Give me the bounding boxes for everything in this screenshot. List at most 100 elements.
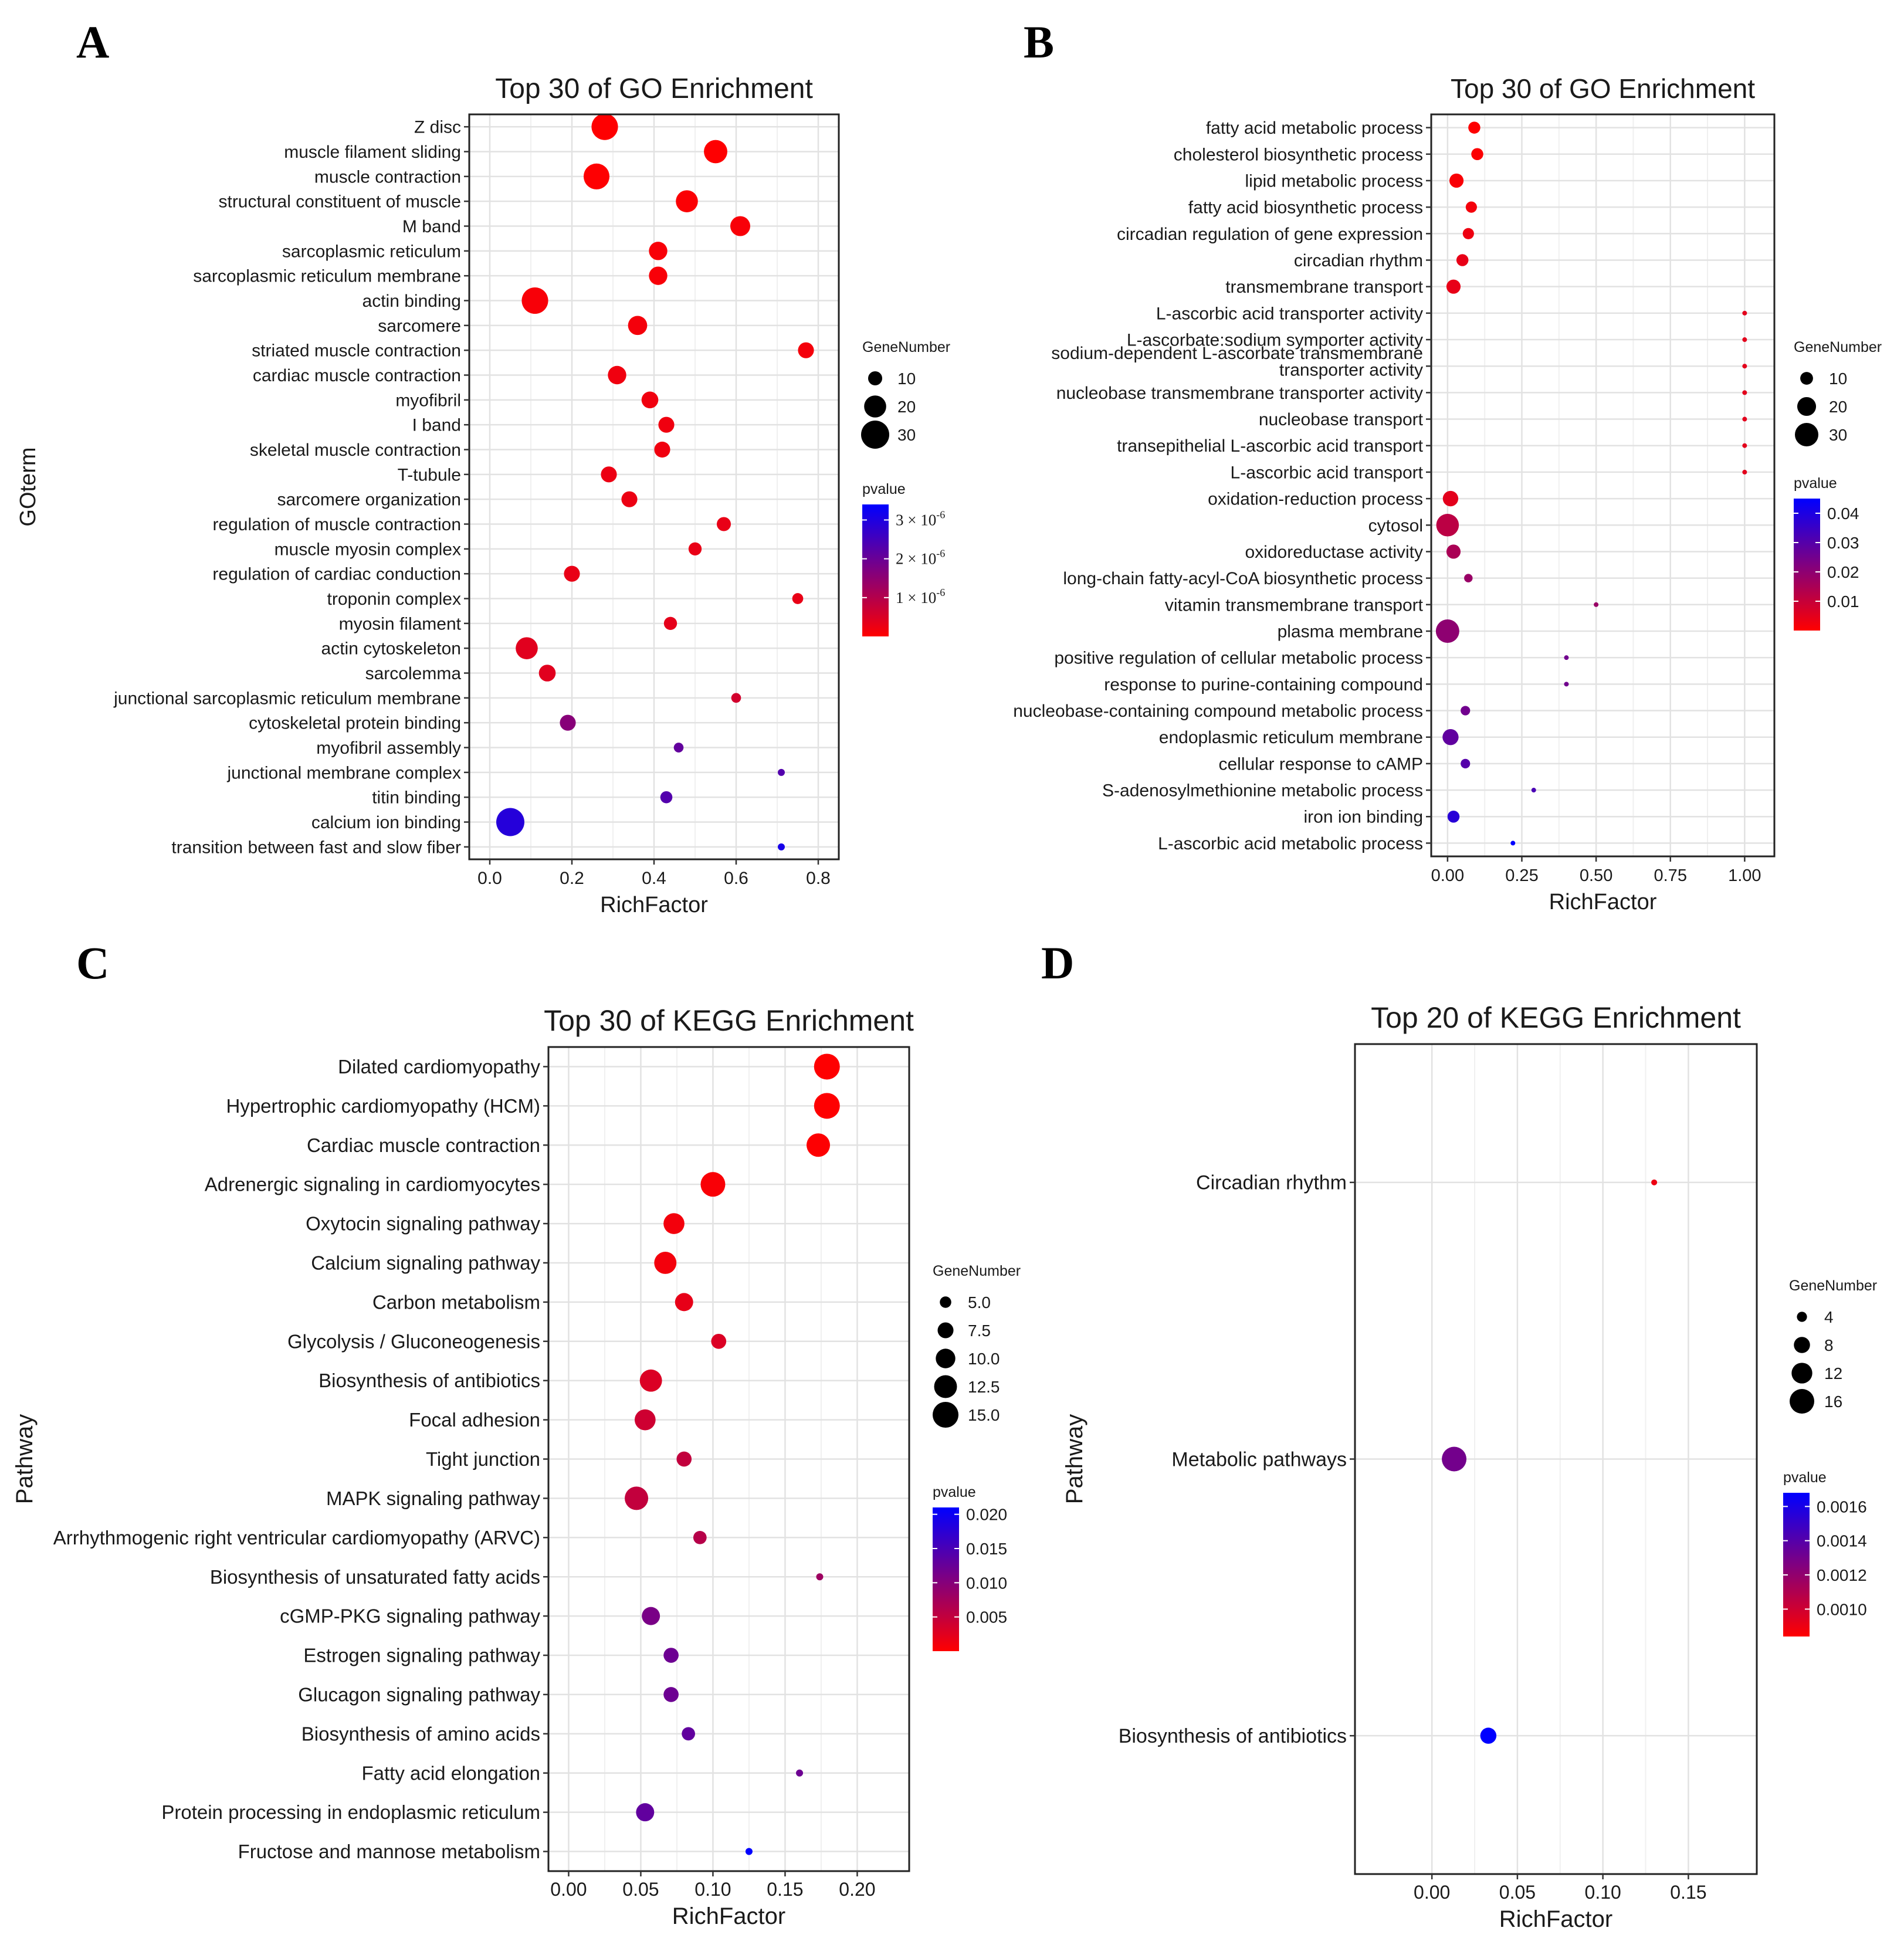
charta-point	[583, 163, 610, 189]
chartb-point	[1435, 619, 1459, 643]
chartd-size-legend-key	[1794, 1337, 1810, 1353]
chartb-point	[1449, 173, 1464, 188]
chartb-y-tick-label-line: transporter activity	[1279, 361, 1423, 380]
chartd-y-tick-label: Metabolic pathways	[1171, 1448, 1347, 1471]
chartc-y-tick-label: Cardiac muscle contraction	[307, 1134, 540, 1156]
chartb-point	[1465, 201, 1477, 213]
charta-y-tick-label: skeletal muscle contraction	[250, 441, 461, 460]
chartc-y-tick-label: Fructose and mannose metabolism	[238, 1841, 540, 1862]
chartc-point	[807, 1133, 831, 1157]
chartc-y-tick-label: Hypertrophic cardiomyopathy (HCM)	[226, 1095, 541, 1117]
charta-y-tick-label: junctional sarcoplasmic reticulum membra…	[113, 689, 461, 708]
chartc-color-legend-label: 0.020	[966, 1506, 1007, 1524]
chartc-y-tick-label: MAPK signaling pathway	[326, 1488, 541, 1509]
chartb-point	[1464, 574, 1473, 582]
charta-color-legend-label: 3 × 10-6	[896, 509, 945, 528]
charta-color-legend-title: pvalue	[862, 481, 906, 497]
chartd-color-bar	[1783, 1493, 1810, 1636]
chartc-size-legend-key	[936, 1348, 956, 1368]
chartb-y-tick-label: endoplasmic reticulum membrane	[1159, 728, 1423, 747]
charta-size-legend-label: 20	[897, 398, 916, 416]
chartc-size-legend-label: 7.5	[968, 1322, 991, 1340]
chartc-y-tick-label: Focal adhesion	[409, 1409, 540, 1431]
chartb-y-tick-label: positive regulation of cellular metaboli…	[1054, 649, 1423, 668]
charta-y-tick-label: sarcolemma	[365, 664, 462, 683]
chartb-size-legend-title: GeneNumber	[1794, 339, 1882, 355]
charta-point	[591, 113, 618, 140]
panel-c-kegg-enrichment-chart: Dilated cardiomyopathy Hypertrophic cardi…	[12, 1004, 1021, 1929]
charta-y-tick-label: actin cytoskeleton	[321, 639, 461, 659]
chartc-color-legend-label: 0.010	[966, 1574, 1007, 1592]
chartb-y-tick-label: cholesterol biosynthetic process	[1174, 145, 1423, 164]
chartb-plot-background	[1431, 114, 1774, 856]
charta-y-tick-label: sarcomere organization	[277, 490, 462, 510]
charta-point	[778, 843, 785, 851]
charta-x-tick-label: 0.8	[806, 869, 831, 888]
chartb-point	[1446, 544, 1461, 559]
chartc-y-tick-label: Adrenergic signaling in cardiomyocytes	[205, 1174, 540, 1195]
charta-y-tick-label: sarcomere	[378, 316, 461, 336]
charta-y-tick-label: striated muscle contraction	[252, 341, 461, 361]
chartc-x-axis-label: RichFactor	[672, 1903, 785, 1929]
chartb-x-tick-label: 1.00	[1728, 866, 1761, 885]
chartc-y-tick-label: Glycolysis / Gluconeogenesis	[287, 1330, 540, 1352]
chartb-point	[1456, 254, 1469, 266]
charta-point	[521, 287, 548, 314]
chartd-y-axis-label: Pathway	[1062, 1414, 1087, 1504]
chartb-y-tick-label: circadian regulation of gene expression	[1117, 225, 1423, 244]
chartc-size-legend-key	[934, 1375, 957, 1398]
charta-point	[608, 365, 626, 385]
charta-y-tick-label: regulation of muscle contraction	[212, 515, 461, 534]
chartc-point	[796, 1769, 804, 1777]
chartb-point	[1594, 602, 1599, 607]
chartd-point	[1442, 1446, 1467, 1472]
charta-y-tick-label: muscle filament sliding	[284, 143, 461, 162]
chartc-size-legend-key	[933, 1402, 958, 1428]
chartc-point	[682, 1727, 695, 1741]
charta-point	[688, 542, 702, 556]
chartc-point	[636, 1803, 655, 1822]
charta-size-legend-key	[868, 371, 883, 386]
chartb-x-tick-label: 0.25	[1505, 866, 1538, 885]
chartb-size-legend-label: 20	[1829, 398, 1847, 416]
chartc-y-tick-label: Calcium signaling pathway	[311, 1252, 540, 1274]
chartb-point	[1742, 310, 1747, 316]
panel-d-kegg-enrichment-chart: Circadian rhythm Metabolic pathways Biosyn…	[1062, 1001, 1877, 1932]
charta-point	[649, 266, 668, 285]
chartc-x-tick-label: 0.15	[767, 1879, 803, 1900]
chartb-size-legend-key	[1800, 372, 1813, 385]
chartb-point	[1564, 682, 1569, 687]
chartb-size-legend-label: 10	[1829, 370, 1847, 388]
chartc-y-tick-label: Tight junction	[426, 1448, 540, 1470]
chartd-x-tick-label: 0.00	[1414, 1882, 1450, 1903]
chartd-point	[1480, 1727, 1497, 1744]
charta-y-tick-label: T-tubule	[398, 465, 461, 484]
chartc-size-legend-label: 15.0	[968, 1406, 1000, 1424]
charta-color-legend-label-exponent: -6	[936, 587, 945, 598]
chartd-x-tick-label: 0.10	[1585, 1882, 1621, 1903]
charta-y-tick-label: troponin complex	[327, 589, 461, 609]
charta-point	[538, 665, 556, 682]
charta-y-tick-label: calcium ion binding	[311, 813, 461, 832]
chartc-color-bar	[933, 1507, 959, 1651]
chartc-point	[675, 1293, 693, 1312]
chartc-point	[700, 1172, 726, 1197]
chartb-y-tick-label: L-ascorbic acid transporter activity	[1156, 304, 1423, 323]
chartc-y-tick-label: Oxytocin signaling pathway	[306, 1213, 540, 1235]
chartc-size-legend-label: 5.0	[968, 1293, 991, 1312]
charta-point	[792, 593, 804, 604]
chartb-y-tick-label: response to purine-containing compound	[1104, 675, 1423, 694]
chartb-x-tick-label: 0.50	[1580, 866, 1612, 885]
chartd-color-legend-label: 0.0010	[1817, 1600, 1867, 1618]
chartc-x-tick-label: 0.05	[622, 1879, 659, 1900]
chartb-point	[1742, 469, 1747, 475]
charta-point	[704, 140, 727, 164]
chartb-plot-frame	[1430, 113, 1776, 858]
chartb-title: Top 30 of GO Enrichment	[1451, 73, 1755, 104]
chartb-point	[1462, 228, 1474, 239]
chartc-color-legend-label: 0.005	[966, 1608, 1007, 1627]
chartb-color-bar	[1794, 499, 1820, 631]
chartd-x-tick-label: 0.15	[1670, 1882, 1706, 1903]
charta-point	[621, 491, 638, 507]
